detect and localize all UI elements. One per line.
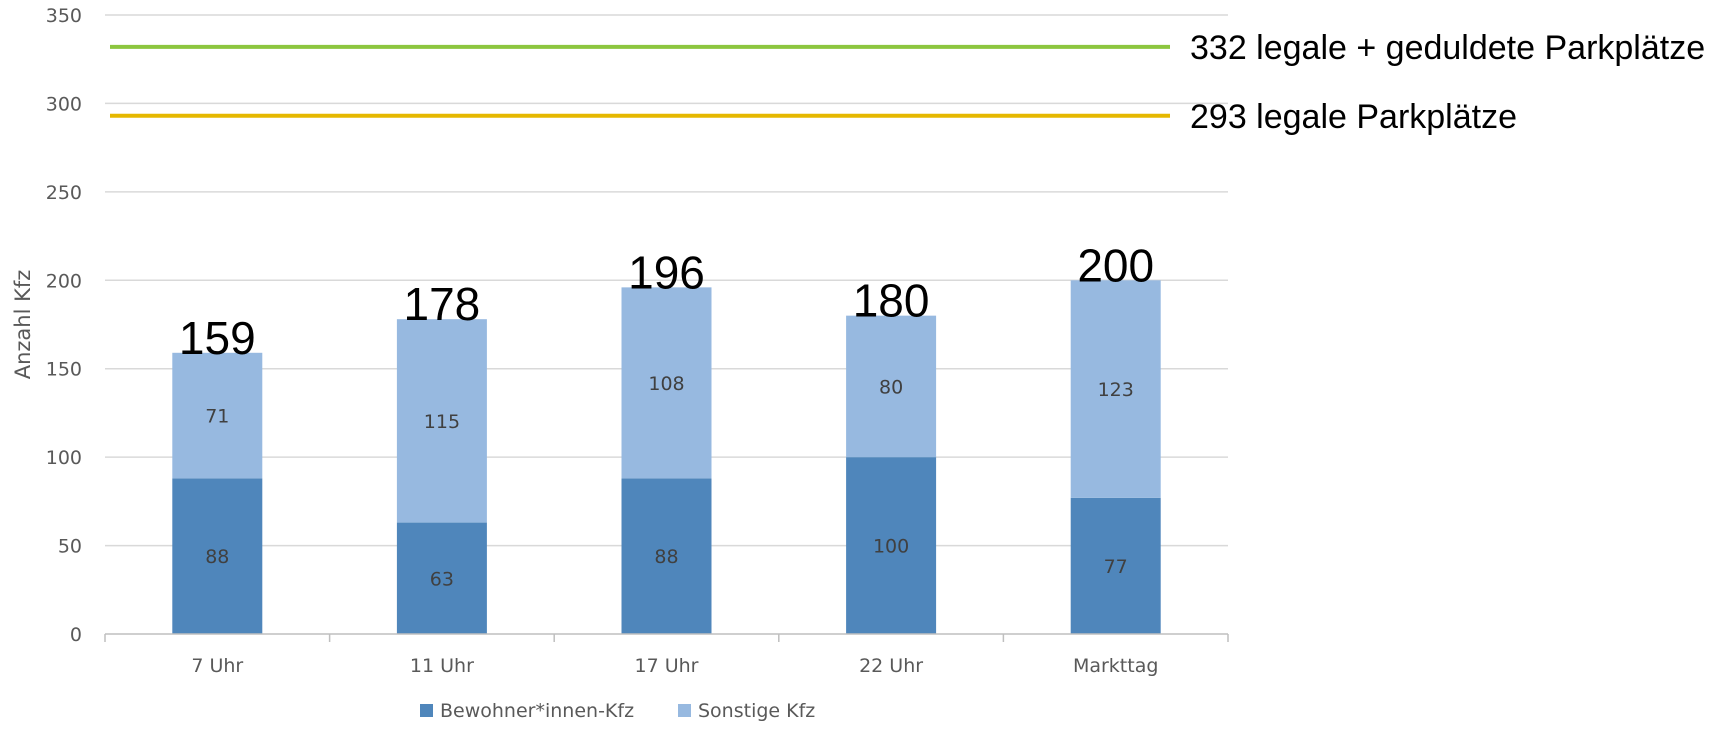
bar-total-label: 200 bbox=[1077, 239, 1154, 291]
bar-segment-bewohner bbox=[396, 522, 487, 634]
data-labels: 88 71 159 63 115 178 88 108 196 100 80 180 77 123 200 bbox=[179, 239, 1154, 590]
segment-value-label: 77 bbox=[1104, 556, 1128, 578]
y-tick-label: 350 bbox=[46, 5, 82, 27]
bar-segment-sonstige bbox=[846, 315, 937, 458]
legend-swatch bbox=[420, 704, 433, 717]
x-tick-label: 7 Uhr bbox=[191, 655, 243, 677]
bar-segment-sonstige bbox=[621, 287, 712, 479]
legend-label: Sonstige Kfz bbox=[698, 700, 815, 722]
segment-value-label: 115 bbox=[424, 411, 460, 433]
y-tick-label: 250 bbox=[46, 182, 82, 204]
segment-value-label: 108 bbox=[648, 373, 684, 395]
reference-lines: 332 legale + geduldete Parkplätze 293 leg… bbox=[110, 29, 1705, 136]
bar-segment-sonstige bbox=[1070, 280, 1161, 498]
bar-segment-sonstige bbox=[172, 352, 263, 479]
segment-value-label: 100 bbox=[873, 536, 909, 558]
bar-total-label: 180 bbox=[853, 275, 930, 327]
reference-line-label: 332 legale + geduldete Parkplätze bbox=[1190, 29, 1705, 67]
bars bbox=[172, 280, 1161, 634]
y-tick-label: 0 bbox=[70, 624, 82, 646]
reference-line-label: 293 legale Parkplätze bbox=[1190, 98, 1517, 136]
segment-value-label: 88 bbox=[205, 546, 229, 568]
segment-value-label: 88 bbox=[654, 546, 678, 568]
bar-segment-bewohner bbox=[621, 478, 712, 634]
y-tick-label: 100 bbox=[46, 447, 82, 469]
bar-segment-bewohner bbox=[846, 457, 937, 634]
segment-value-label: 80 bbox=[879, 376, 903, 398]
bar-segment-bewohner bbox=[1070, 497, 1161, 634]
bar-segment-sonstige bbox=[396, 319, 487, 523]
y-tick-label: 300 bbox=[46, 93, 82, 115]
legend-swatch bbox=[678, 704, 691, 717]
x-tick-label: 11 Uhr bbox=[410, 655, 474, 677]
x-tick-label: 22 Uhr bbox=[859, 655, 923, 677]
bar-total-label: 196 bbox=[628, 246, 705, 298]
x-tick-label: 17 Uhr bbox=[635, 655, 699, 677]
legend-label: Bewohner*innen-Kfz bbox=[440, 700, 634, 722]
segment-value-label: 123 bbox=[1098, 379, 1134, 401]
bar-segment-bewohner bbox=[172, 478, 263, 634]
segment-value-label: 63 bbox=[430, 568, 454, 590]
y-tick-label: 200 bbox=[46, 270, 82, 292]
axes: 0 50 100 150 200 250 300 350 7 Uhr 11 Uhr 17 Uhr 22… bbox=[11, 5, 1229, 677]
y-tick-label: 150 bbox=[46, 359, 82, 381]
legend: Bewohner*innen-Kfz Sonstige Kfz bbox=[420, 700, 815, 722]
x-tick-label: Markttag bbox=[1073, 655, 1158, 677]
segment-value-label: 71 bbox=[205, 406, 229, 428]
y-tick-label: 50 bbox=[58, 536, 82, 558]
bar-total-label: 159 bbox=[179, 312, 256, 364]
bar-total-label: 178 bbox=[404, 278, 481, 330]
y-axis-title: Anzahl Kfz bbox=[11, 270, 35, 380]
